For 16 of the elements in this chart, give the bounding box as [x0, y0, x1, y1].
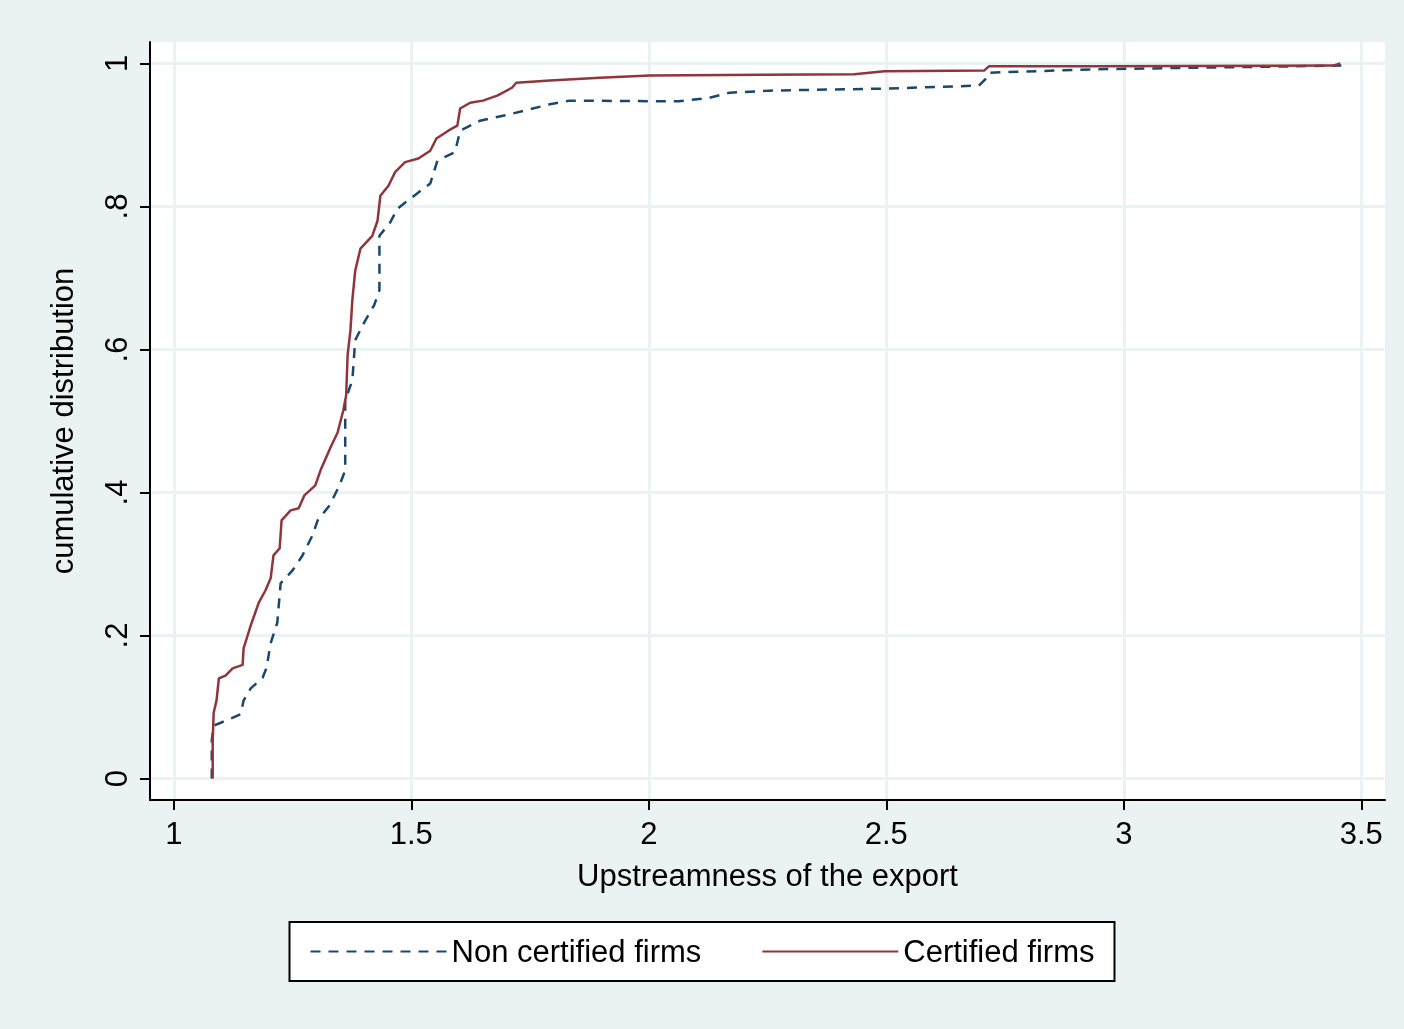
x-tick-label: 1.5 [389, 816, 433, 851]
x-axis-title: Upstreamness of the export [577, 858, 959, 893]
y-axis-title: cumulative distribution [45, 267, 80, 575]
y-tick-label: .4 [99, 479, 134, 506]
x-tick-label: 2.5 [864, 816, 908, 851]
y-tick-label: .8 [99, 193, 134, 220]
legend-label: Certified firms [903, 934, 1095, 969]
y-tick-label: .2 [99, 622, 134, 649]
y-tick-label: 0 [99, 769, 134, 788]
y-tick-label: .6 [99, 336, 134, 363]
x-tick-label: 1 [165, 816, 183, 851]
x-tick-label: 2 [640, 816, 658, 851]
y-tick-label: 1 [99, 54, 134, 73]
x-tick-label: 3.5 [1339, 816, 1383, 851]
x-tick-label: 3 [1115, 816, 1133, 851]
legend-label: Non certified firms [451, 934, 702, 969]
